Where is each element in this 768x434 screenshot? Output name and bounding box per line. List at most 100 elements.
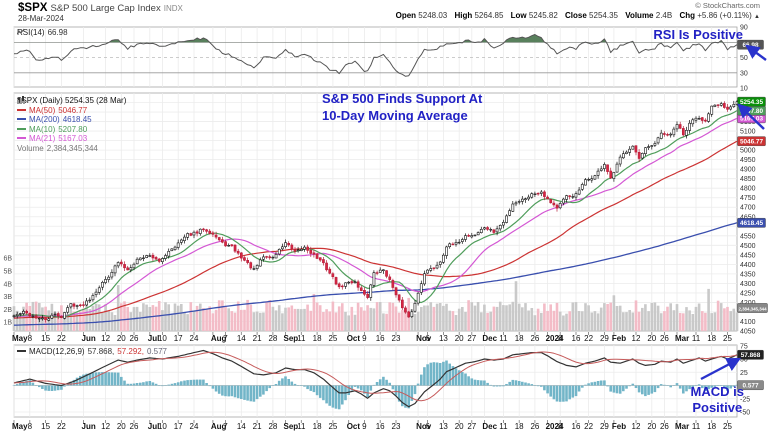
- close-value: 5254.35: [589, 11, 618, 20]
- axis-tick-label: -25: [740, 396, 750, 403]
- axis-tick-label: 10: [158, 422, 167, 431]
- axis-tick-label: 5B: [3, 269, 12, 276]
- axis-tick-label: 29: [600, 334, 609, 343]
- axis-tick-label: 6B: [3, 256, 12, 263]
- price-legend-block: $SPX (Daily) 5254.35 (28 Mar) MA(50) 5046…: [17, 96, 126, 154]
- axis-tick-label: 3B: [3, 294, 12, 301]
- macd-plot: [12, 349, 739, 410]
- axis-tick-label: 20: [455, 334, 464, 343]
- axis-tick-label: 28: [268, 334, 277, 343]
- axis-tick-label: 16: [376, 422, 385, 431]
- axis-tick-label: Mar: [675, 334, 689, 343]
- axis-tick-label: 8: [558, 422, 563, 431]
- macd-annotation-line1: MACD is: [690, 384, 744, 399]
- open-label: Open: [395, 11, 417, 20]
- macd-legend-label: MACD(12,26,9): [29, 347, 85, 356]
- price-annotation-line2: 10-Day Moving Average: [322, 108, 468, 123]
- axis-tick-label: 4500: [740, 243, 756, 250]
- rsi-annotation: RSI Is Positive: [653, 27, 743, 42]
- axis-tick-label: 20: [117, 334, 126, 343]
- axis-tick-label: 11: [297, 422, 306, 431]
- volume-legend-value: 2,384,345,344: [46, 143, 98, 153]
- axis-tick-label: Jul: [148, 334, 160, 343]
- axis-tick-label: 21: [253, 422, 262, 431]
- annotation-arrows: [700, 44, 767, 381]
- volume-legend-label: Volume: [17, 143, 44, 153]
- axis-tick-label: 16: [572, 422, 581, 431]
- legend-ma21: MA(21) 5167.03: [17, 134, 126, 144]
- axis-tick-label: 13: [439, 422, 448, 431]
- axis-tick-label: 11: [499, 334, 508, 343]
- volume-value: 2.4B: [655, 11, 673, 20]
- axis-tick-label: 28: [268, 422, 277, 431]
- rsi-plot: [13, 34, 738, 77]
- axis-tick-label: 18: [515, 334, 524, 343]
- axis-tick-label: 25: [328, 334, 337, 343]
- axis-tick-label: 24: [190, 334, 199, 343]
- macd-arrow-icon: [700, 357, 742, 381]
- ma10-value: 5207.80: [58, 124, 88, 134]
- legend-title-row: $SPX (Daily) 5254.35 (28 Mar): [17, 96, 126, 106]
- axis-tick-label: 30: [740, 70, 748, 77]
- axis-tick-label: 5167.03: [740, 116, 764, 123]
- axis-tick-label: 26: [130, 334, 139, 343]
- ma50-line-sample: [17, 108, 26, 111]
- axis-tick-label: 2,384,345,344: [738, 306, 767, 311]
- axis-tick-label: 8: [28, 334, 33, 343]
- axis-tick-label: Dec: [482, 422, 497, 431]
- chart-header: $SPX S&P 500 Large Cap Index INDX: [18, 2, 183, 14]
- axis-tick-label: 22: [57, 334, 66, 343]
- axis-tick-label: 6: [425, 422, 430, 431]
- legend-volume: Volume 2,384,345,344: [17, 98, 126, 154]
- axis-tick-label: 12: [632, 422, 641, 431]
- price-annotation-line1: S&P 500 Finds Support At: [322, 91, 483, 106]
- axis-tick-label: 11: [297, 334, 306, 343]
- quote-strip: Open 5248.03 High 5264.85 Low 5245.82 Cl…: [391, 11, 760, 20]
- axis-tick-label: Sep: [284, 334, 299, 343]
- axis-tick-label: Aug: [211, 334, 227, 343]
- axis-tick-label: Oct: [347, 334, 361, 343]
- axis-tick-label: 25: [723, 422, 732, 431]
- legend-ma10: MA(10) 5207.80: [17, 125, 126, 135]
- axis-tick-label: 2024: [546, 422, 564, 431]
- axis-tick-label: 23: [392, 334, 401, 343]
- axis-tick-label: 4450: [740, 252, 756, 259]
- rsi-legend: RSI(14) 66.98: [17, 28, 68, 37]
- axis-tick-label: 4618.45: [740, 220, 764, 227]
- axis-tick-label: 17: [174, 334, 183, 343]
- axis-tick-label: 0.577: [743, 382, 759, 389]
- axis-tick-label: 25: [328, 422, 337, 431]
- axis-tick-label: 5000: [740, 148, 756, 155]
- ma50-label: MA(50): [29, 105, 56, 115]
- exchange-label: INDX: [163, 4, 183, 13]
- axis-tick-label: 2024: [546, 334, 564, 343]
- gridlines: [13, 26, 738, 423]
- axis-tick-label: 4750: [740, 195, 756, 202]
- axis-tick-label: 50: [740, 357, 748, 364]
- axis-tick-label: 4950: [740, 157, 756, 164]
- macd-value: 57.868,: [87, 347, 115, 356]
- axis-tick-label: 10: [158, 334, 167, 343]
- axis-tick-label: Sep: [284, 422, 299, 431]
- axis-tick-label: 20: [117, 422, 126, 431]
- axis-tick-label: 7: [223, 334, 228, 343]
- axis-tick-label: 18: [515, 422, 524, 431]
- macd-annotation: MACD is Positive: [691, 384, 744, 416]
- axis-tick-label: 15: [41, 334, 50, 343]
- axis-tick-label: 27: [467, 334, 476, 343]
- axis-tick-label: 29: [600, 422, 609, 431]
- axis-tick-label: May: [12, 422, 28, 431]
- macd-annotation-line2: Positive: [692, 400, 743, 415]
- rsi-arrow-icon: [745, 44, 767, 61]
- macd-line-sample: [17, 350, 26, 352]
- axis-tick-label: 6: [425, 334, 430, 343]
- axis-tick-label: 18: [313, 334, 322, 343]
- axis-tick-label: 4850: [740, 176, 756, 183]
- ma21-value: 5167.03: [58, 134, 88, 144]
- axis-tick-label: 25: [740, 370, 748, 377]
- price-annotation: S&P 500 Finds Support At 10-Day Moving A…: [322, 90, 482, 124]
- axis-tick-label: 26: [660, 334, 669, 343]
- axis-tick-label: 20: [647, 334, 656, 343]
- axis-tick-label: 26: [530, 334, 539, 343]
